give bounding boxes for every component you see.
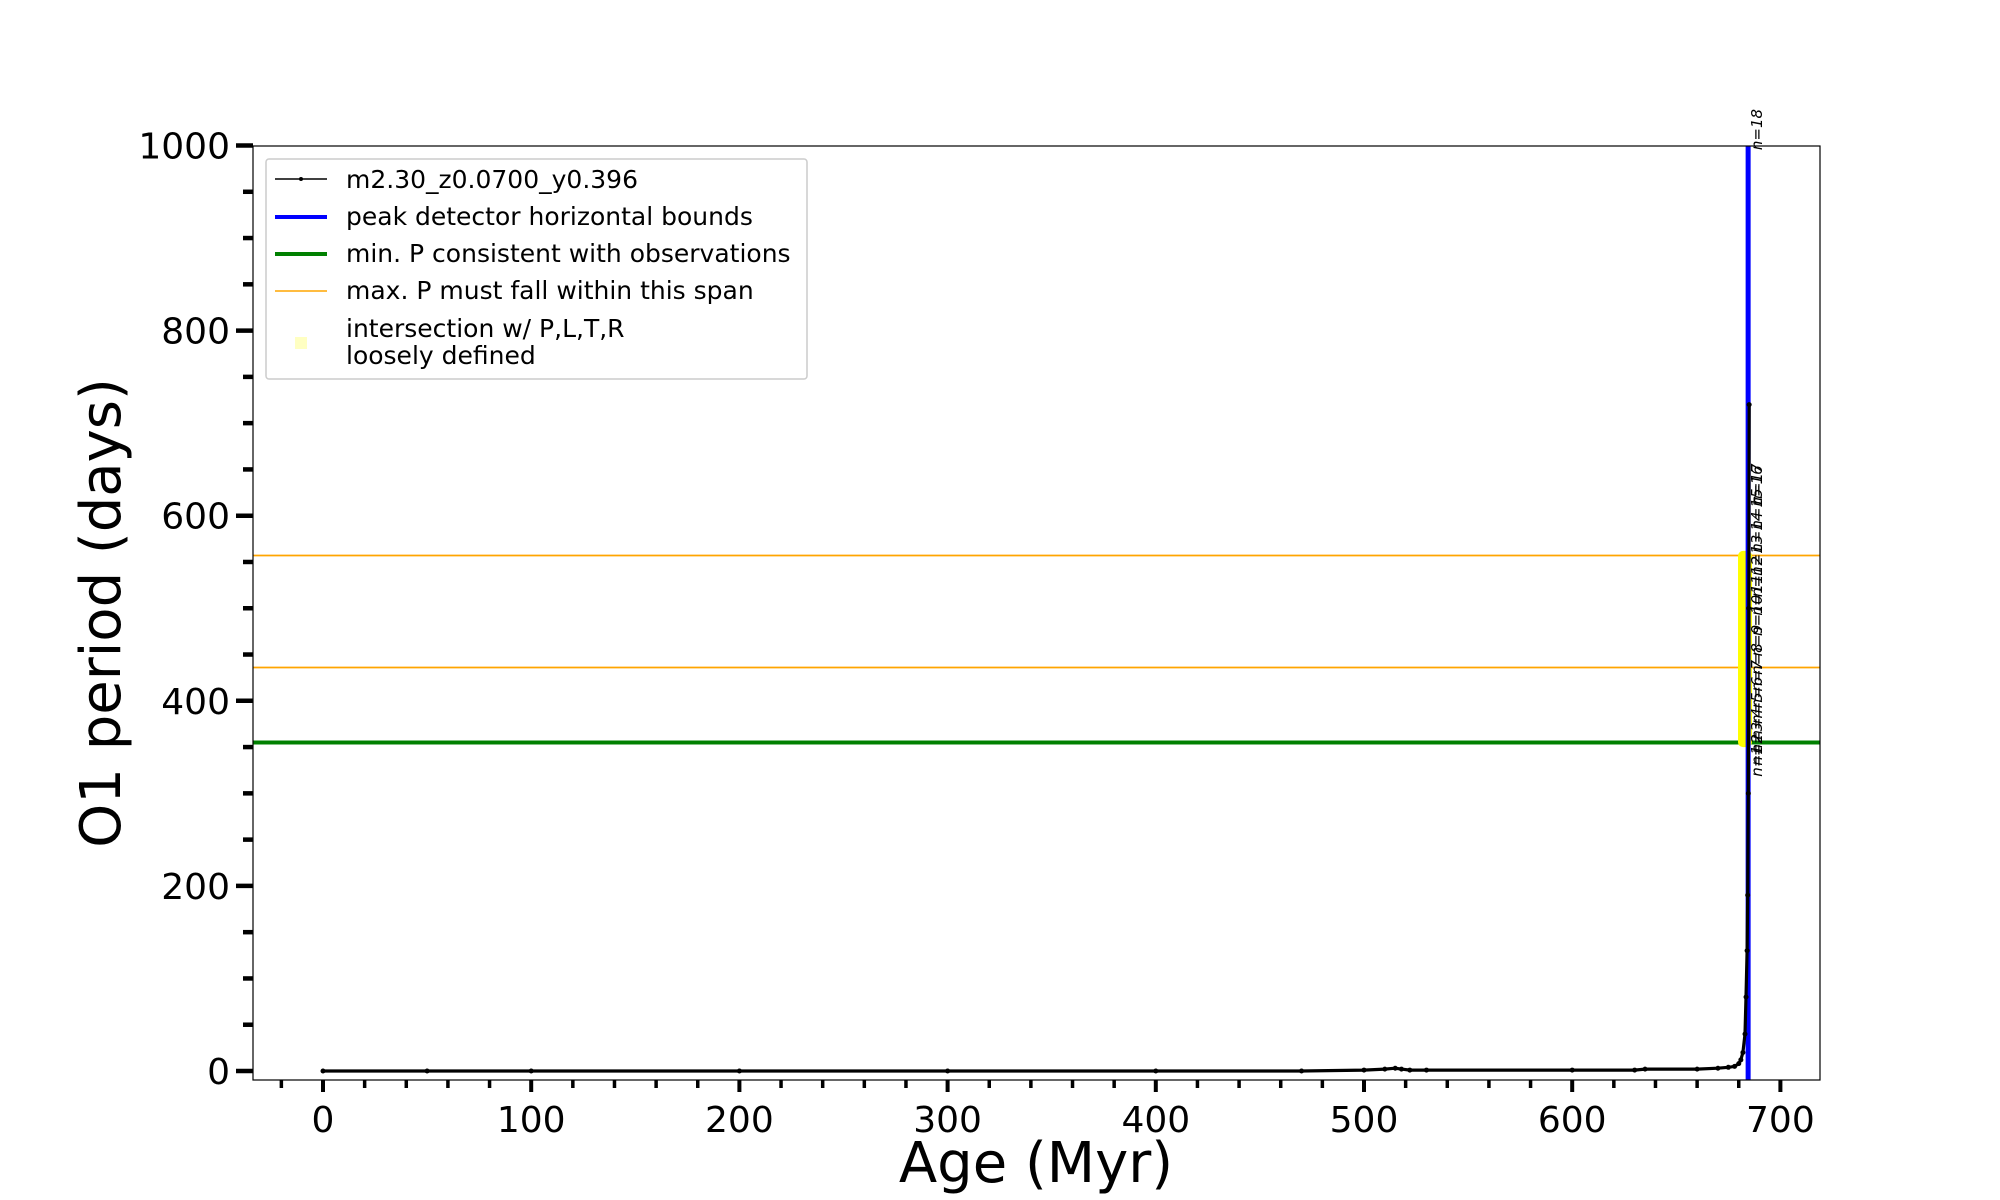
data-point bbox=[1423, 1067, 1429, 1073]
legend-label-model: m2.30_z0.0700_y0.396 bbox=[346, 165, 638, 194]
data-point bbox=[424, 1068, 430, 1074]
data-point bbox=[1736, 1061, 1742, 1067]
series-line-model bbox=[323, 404, 1751, 1073]
n-label: n=9 bbox=[1748, 625, 1766, 657]
data-point bbox=[1361, 1067, 1367, 1073]
x-tick-label: 500 bbox=[1330, 1100, 1399, 1141]
n-label: n=12 bbox=[1748, 556, 1766, 597]
y-tick-label: 600 bbox=[161, 497, 230, 538]
data-point bbox=[1745, 892, 1751, 898]
n-label: n=11 bbox=[1748, 574, 1766, 615]
legend-marker-model bbox=[299, 177, 303, 181]
data-point bbox=[528, 1068, 534, 1074]
plot-layer: n=18n=17n=16n=15n=14n=13n=12n=11n=10n=9n… bbox=[253, 109, 1820, 1080]
x-axis-title: Age (Myr) bbox=[899, 1131, 1173, 1196]
y-tick-label: 0 bbox=[207, 1052, 230, 1093]
n-label: n=14 bbox=[1748, 512, 1766, 553]
data-point bbox=[736, 1068, 742, 1074]
n-label: n=5 bbox=[1748, 692, 1766, 724]
data-point bbox=[1732, 1063, 1738, 1069]
x-tick-label: 200 bbox=[705, 1100, 774, 1141]
x-tick-label: 400 bbox=[1121, 1100, 1190, 1141]
data-point bbox=[1715, 1065, 1721, 1071]
data-point bbox=[1746, 402, 1752, 408]
y-tick-label: 400 bbox=[161, 682, 230, 723]
x-tick-label: 100 bbox=[497, 1100, 566, 1141]
plot-frame bbox=[252, 145, 1821, 1081]
data-point bbox=[1744, 948, 1750, 954]
legend-label-intersection-1: intersection w/ P,L,T,R bbox=[346, 314, 625, 343]
legend-label-min-p: min. P consistent with observations bbox=[346, 239, 791, 268]
data-point bbox=[1740, 1049, 1746, 1055]
legend-box bbox=[265, 158, 808, 380]
data-point bbox=[1299, 1068, 1305, 1074]
x-tick-label: 300 bbox=[913, 1100, 982, 1141]
y-axis-title: O1 period (days) bbox=[69, 378, 134, 848]
x-tick-label: 600 bbox=[1538, 1100, 1607, 1141]
y-tick-label: 1000 bbox=[138, 127, 230, 168]
n-label: n=8 bbox=[1748, 643, 1766, 675]
plot-content bbox=[253, 146, 1820, 1080]
y-tick-label: 200 bbox=[161, 867, 230, 908]
n-label: n=18 bbox=[1748, 109, 1766, 150]
data-point bbox=[1746, 605, 1752, 611]
n-label: n=4 bbox=[1748, 708, 1766, 740]
legend-label-intersection-2: loosely defined bbox=[346, 341, 536, 370]
n-label: n=6 bbox=[1748, 677, 1766, 709]
x-axis: 0 100 200 300 400 500 600 700 bbox=[279, 1080, 1815, 1141]
data-point bbox=[1382, 1066, 1388, 1072]
legend: m2.30_z0.0700_y0.396 peak detector horiz… bbox=[265, 158, 808, 380]
data-point bbox=[1738, 1057, 1744, 1063]
data-point bbox=[1392, 1065, 1398, 1071]
n-label: n=1 bbox=[1748, 745, 1766, 777]
n-label: n=16 bbox=[1748, 465, 1766, 506]
data-point bbox=[1742, 1031, 1748, 1037]
n-label: n=3 bbox=[1748, 722, 1766, 754]
data-point bbox=[1642, 1066, 1648, 1072]
n-label: n=17 bbox=[1748, 463, 1766, 505]
x-tick-label: 0 bbox=[312, 1100, 335, 1141]
x-tick-label: 700 bbox=[1746, 1100, 1815, 1141]
data-point bbox=[1153, 1068, 1159, 1074]
legend-marker-intersection bbox=[295, 337, 307, 349]
data-point bbox=[1398, 1066, 1404, 1072]
n-label: n=7 bbox=[1748, 659, 1766, 691]
legend-label-max-p: max. P must fall within this span bbox=[346, 276, 754, 305]
n-label: n=13 bbox=[1748, 535, 1766, 576]
n-label: n=2 bbox=[1748, 734, 1766, 766]
series-markers-model bbox=[320, 402, 1752, 1074]
data-point bbox=[945, 1068, 951, 1074]
n-label: n=15 bbox=[1748, 488, 1766, 529]
data-point bbox=[320, 1068, 326, 1074]
data-point bbox=[1407, 1067, 1413, 1073]
y-axis: 0 200 400 600 800 1000 bbox=[138, 127, 253, 1093]
data-point bbox=[1743, 994, 1749, 1000]
data-point bbox=[1725, 1064, 1731, 1070]
legend-label-peak-bounds: peak detector horizontal bounds bbox=[346, 202, 753, 231]
data-point bbox=[1694, 1066, 1700, 1072]
data-point bbox=[1569, 1067, 1575, 1073]
data-point bbox=[1745, 790, 1751, 796]
n-label: n=10 bbox=[1748, 595, 1766, 636]
data-point bbox=[1632, 1067, 1638, 1073]
y-tick-label: 800 bbox=[161, 312, 230, 353]
